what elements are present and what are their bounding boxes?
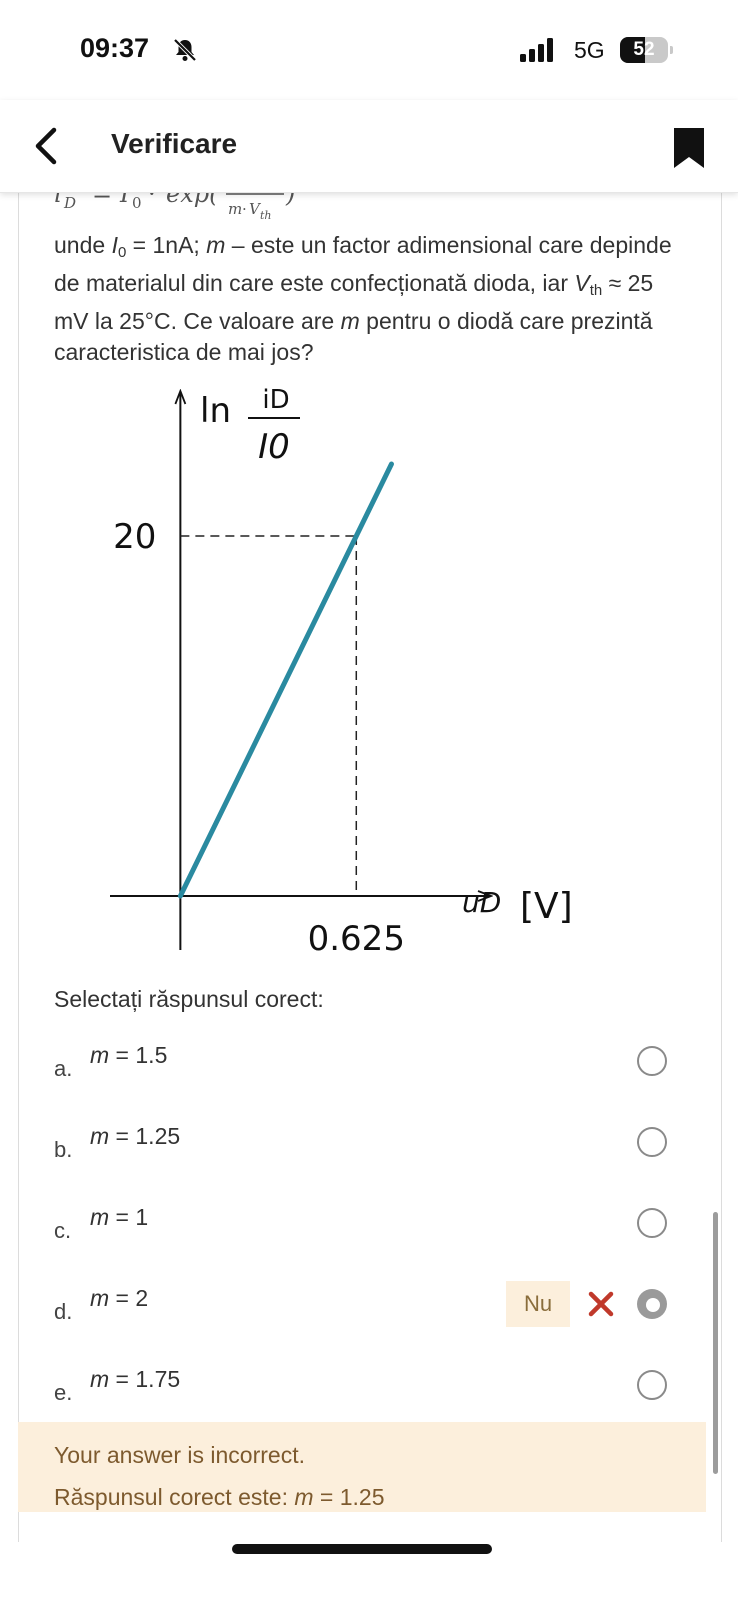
option-letter: e. <box>54 1380 73 1405</box>
signal-icon <box>520 38 553 62</box>
option-text: m = 1.75 <box>90 1366 181 1392</box>
series-line <box>177 461 394 899</box>
option-e-radio[interactable] <box>637 1370 667 1400</box>
option-c[interactable]: c. m = 1 <box>54 1200 694 1256</box>
nav-bar: Verificare <box>0 100 738 193</box>
formula-i0-sub: 0 <box>132 194 142 212</box>
question-card <box>18 180 722 1542</box>
incorrect-x-icon <box>588 1291 614 1317</box>
option-text: m = 1.25 <box>90 1123 181 1149</box>
back-chevron-icon[interactable] <box>30 124 64 168</box>
option-c-radio[interactable] <box>637 1208 667 1238</box>
option-letter: d. <box>54 1299 73 1324</box>
network-type: 5G <box>574 37 605 63</box>
question-text: unde I0 = 1nA; m – este un factor adimen… <box>54 232 672 365</box>
option-letter: b. <box>54 1137 73 1162</box>
formula-lhs-sub: D <box>63 194 76 212</box>
option-e[interactable]: e. m = 1.75 <box>54 1362 694 1418</box>
option-b[interactable]: b. m = 1.25 <box>54 1119 694 1175</box>
battery-level: 52 <box>633 39 655 60</box>
option-text: m = 1.5 <box>90 1042 168 1068</box>
option-b-radio[interactable] <box>637 1127 667 1157</box>
feedback-badge: Nu <box>506 1281 570 1327</box>
status-time: 09:37 <box>80 33 150 63</box>
formula-i0: I <box>119 184 130 208</box>
battery-icon: 52 <box>620 37 673 63</box>
option-letter: a. <box>54 1056 73 1081</box>
result-feedback: Your answer is incorrect. Răspunsul core… <box>18 1422 706 1512</box>
y-label-denominator: I0 <box>258 427 290 467</box>
formula-den-m: m <box>228 200 242 218</box>
option-d[interactable]: d. m = 2 Nu <box>54 1281 694 1337</box>
status-bar: 09:37 5G 52 <box>0 0 738 100</box>
x-tick-label: 0.625 <box>308 919 405 959</box>
scrollbar[interactable] <box>713 1212 718 1474</box>
option-text: m = 1 <box>90 1204 149 1230</box>
home-indicator[interactable] <box>232 1544 492 1554</box>
y-label-numerator: iD <box>262 385 289 415</box>
option-d-radio[interactable] <box>637 1289 667 1319</box>
formula-den-dot: · <box>242 200 247 218</box>
x-label-unit: [V] <box>520 886 573 927</box>
option-letter: c. <box>54 1218 72 1243</box>
answer-prompt: Selectați răspunsul corect: <box>54 986 324 1012</box>
correct-answer: Răspunsul corect este: m = 1.25 <box>54 1484 385 1510</box>
y-tick-label: 20 <box>113 517 156 557</box>
bookmark-icon[interactable] <box>672 126 706 170</box>
formula-den-v-sub: th <box>260 209 272 222</box>
x-label-var: uD <box>462 886 501 919</box>
characteristic-graph: 20 0.625 ln iD I0 uD [V] <box>110 385 573 959</box>
formula-den-v: V <box>249 200 262 218</box>
option-a-radio[interactable] <box>637 1046 667 1076</box>
result-status: Your answer is incorrect. <box>54 1442 305 1468</box>
formula-close: ) <box>285 184 295 208</box>
battery-fill <box>620 37 645 63</box>
page-title: Verificare <box>111 128 238 159</box>
formula-dot: · <box>148 184 156 208</box>
bell-slash-icon <box>173 38 197 62</box>
formula-lhs: i <box>54 184 62 208</box>
option-text: m = 2 <box>90 1285 149 1311</box>
option-a[interactable]: a. m = 1.5 <box>54 1038 694 1094</box>
y-label-ln: ln <box>200 391 231 431</box>
